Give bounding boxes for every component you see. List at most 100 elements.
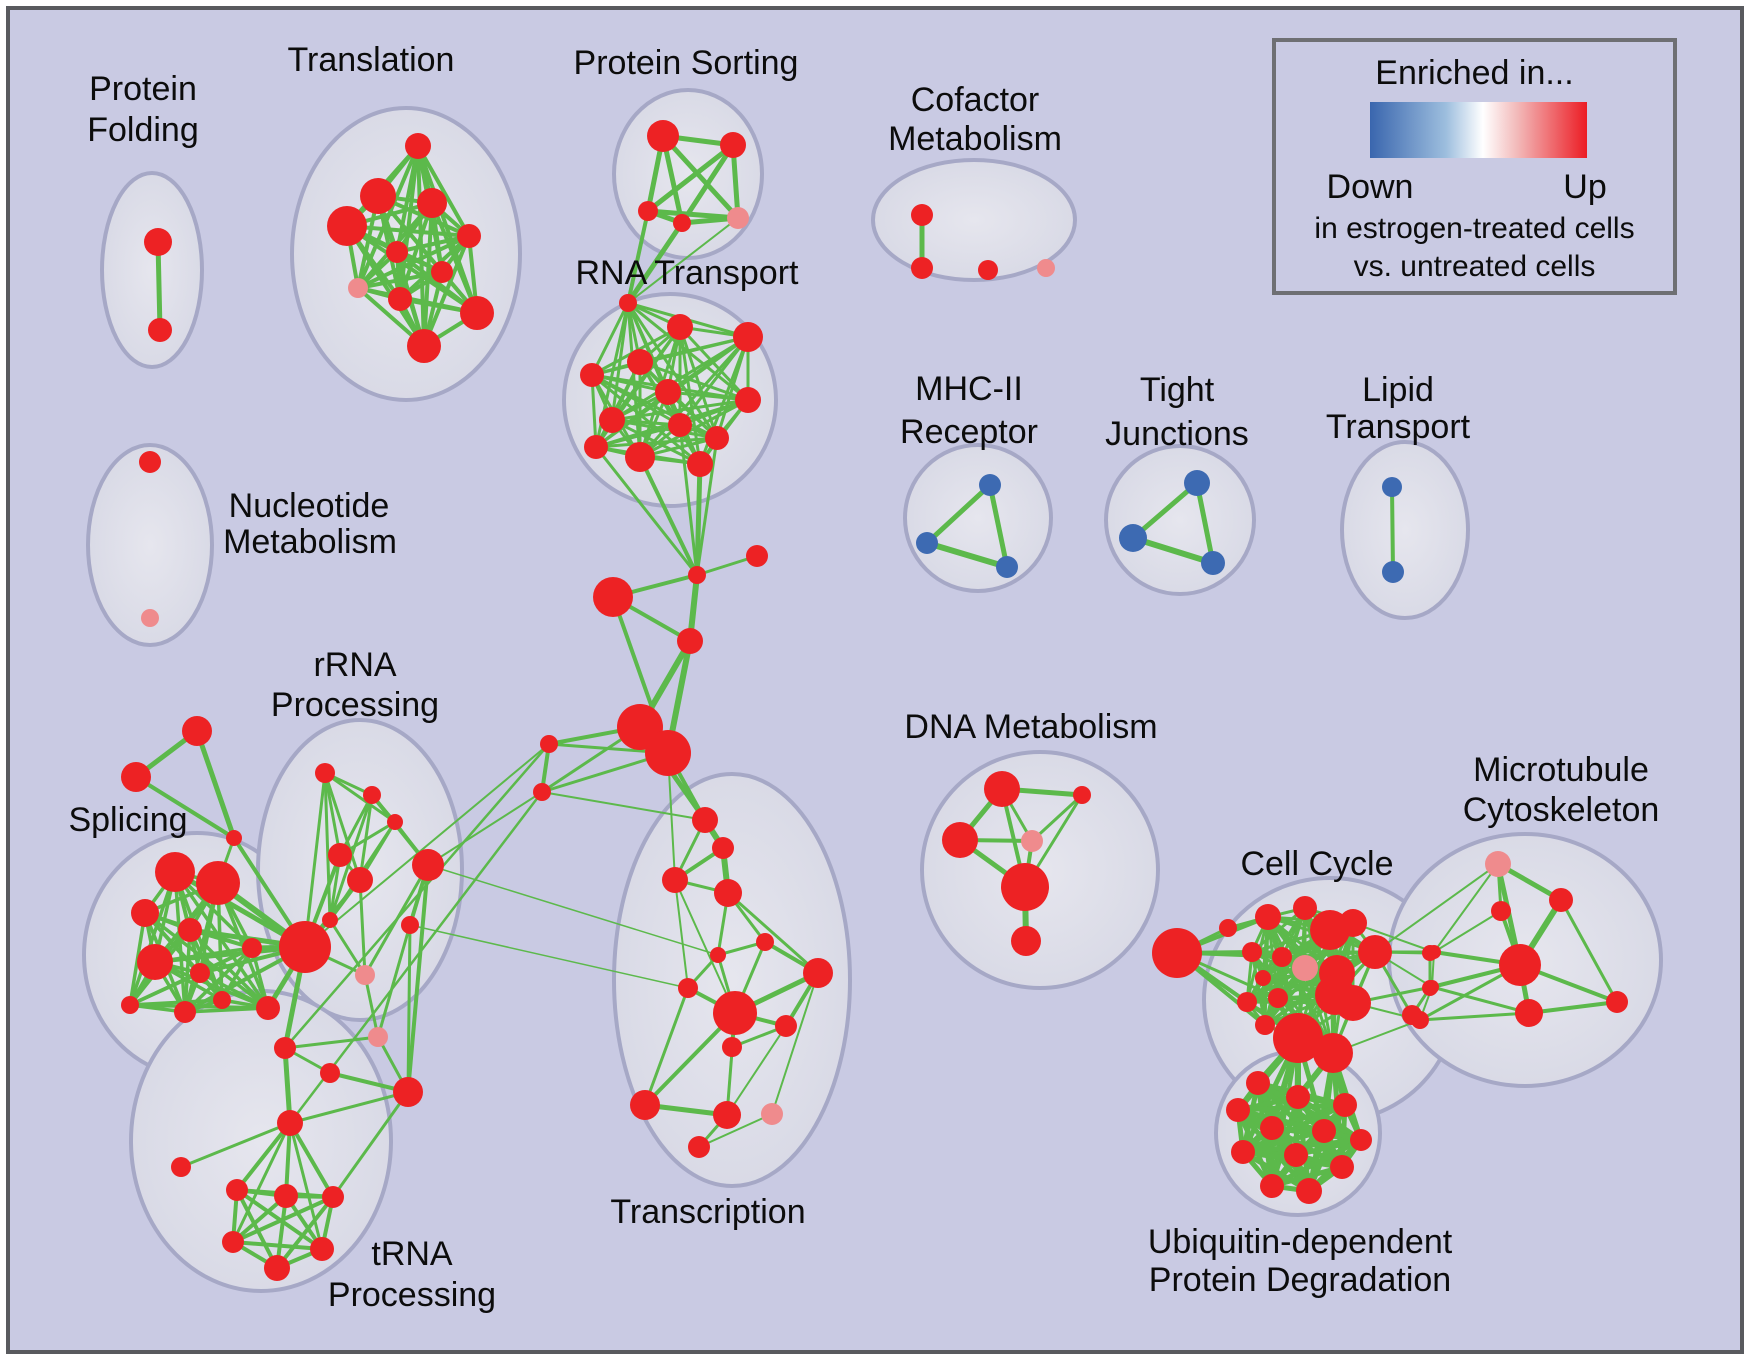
edge [1235, 1102, 1348, 1113]
gene-set-node [144, 228, 172, 256]
gene-set-node [710, 947, 726, 963]
edge [356, 270, 444, 290]
gene-set-node [584, 435, 608, 459]
edge [674, 879, 689, 989]
gene-set-node [1242, 942, 1262, 962]
edge [283, 1035, 380, 1050]
edge [625, 220, 685, 306]
gene-set-node [662, 867, 688, 893]
gene-set-node [264, 1255, 290, 1281]
gene-set-node [1382, 561, 1404, 583]
edge [1261, 950, 1377, 980]
edge [594, 390, 670, 449]
gene-set-node [277, 1110, 303, 1136]
gene-set-node [911, 257, 933, 279]
gene-set-node [274, 1184, 298, 1208]
gene-set-node [619, 294, 637, 312]
ubiquitin-degradation-label: Ubiquitin-dependent [1148, 1223, 1453, 1261]
edge [358, 793, 374, 882]
gene-set-node [328, 843, 352, 867]
edge [594, 423, 682, 449]
gene-set-node [226, 830, 242, 846]
gene-set-node [242, 938, 262, 958]
gene-set-node [677, 628, 703, 654]
edge [698, 1113, 773, 1148]
edge [1030, 793, 1084, 843]
microtubule-cytoskeleton-label: Microtubule [1473, 751, 1649, 789]
gene-set-node [1425, 980, 1439, 994]
cofactor-metabolism-label: Metabolism [888, 120, 1062, 158]
gene-set-node [688, 1136, 710, 1158]
edge [288, 1121, 335, 1199]
gene-set-node [1382, 477, 1402, 497]
gene-set-node [687, 451, 713, 477]
edge [1269, 1164, 1345, 1189]
gene-set-node [327, 206, 367, 246]
gene-set-node [1296, 1178, 1322, 1204]
gene-set-node [1184, 470, 1210, 496]
rna-transport-label: RNA Transport [576, 254, 800, 292]
protein-folding-label: Protein [89, 70, 197, 108]
gene-set-node [460, 296, 494, 330]
gene-set-node [386, 241, 408, 263]
edge [541, 791, 706, 821]
edge [695, 436, 719, 577]
gene-set-node [668, 413, 692, 437]
edge [220, 946, 254, 1002]
edge [1527, 1000, 1619, 1015]
edge [590, 373, 598, 449]
microtubule-cytoskeleton-label: Cytoskeleton [1463, 791, 1660, 829]
mhc-ii-receptor-label: MHC-II [915, 370, 1023, 408]
edge [626, 209, 650, 305]
gene-set-node [1219, 919, 1237, 937]
edge [594, 436, 719, 449]
gene-set-node [1226, 1098, 1250, 1122]
legend-up-label: Up [1563, 168, 1607, 206]
edge [427, 791, 543, 866]
gene-set-node [714, 879, 742, 907]
edge [363, 863, 430, 977]
mhc-ii-receptor-label: Receptor [900, 413, 1038, 451]
gene-set-node [1237, 992, 1257, 1012]
nucleotide-metabolism-label: Metabolism [223, 523, 397, 561]
gene-set-node [226, 1179, 248, 1201]
gene-set-node [1411, 1011, 1429, 1029]
gene-set-node [387, 814, 403, 830]
gene-set-node [407, 329, 441, 363]
gene-set-node [775, 1015, 797, 1037]
gene-set-node [363, 786, 381, 804]
edge [409, 924, 689, 989]
edge [304, 743, 550, 948]
gene-set-node [347, 867, 373, 893]
splicing-label: Splicing [68, 801, 187, 839]
gene-set-node [580, 363, 604, 387]
dna-metabolism-label: DNA Metabolism [904, 708, 1157, 746]
edge [194, 728, 237, 841]
gene-set-node [599, 407, 625, 433]
gene-set-node [1286, 1085, 1310, 1109]
edge [594, 445, 699, 577]
edge [638, 455, 699, 577]
gene-set-nodes [121, 120, 1628, 1281]
edge [323, 771, 397, 824]
gene-set-node [1313, 1033, 1353, 1073]
gene-set-node [274, 1037, 296, 1059]
gene-set-node [141, 609, 159, 627]
gene-set-node [121, 762, 151, 792]
edge [1433, 863, 1499, 953]
gene-set-node [1152, 928, 1202, 978]
gene-set-node [310, 1237, 334, 1261]
gene-set-node [1339, 909, 1367, 937]
lipid-transport-bubble [1340, 440, 1470, 620]
edge [395, 234, 471, 254]
cell-cycle-label: Cell Cycle [1240, 845, 1393, 883]
tight-junctions-label: Junctions [1105, 415, 1249, 453]
edge [275, 1195, 335, 1270]
gene-set-node [984, 771, 1020, 807]
rrna-processing-label: Processing [271, 686, 439, 724]
gene-set-node [417, 188, 447, 218]
gene-set-node [412, 849, 444, 881]
